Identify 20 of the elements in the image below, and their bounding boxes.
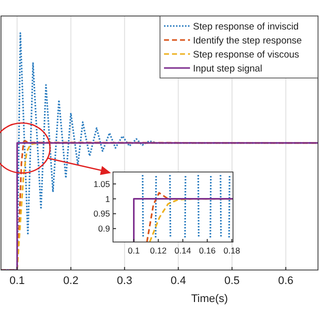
y-tick-label: 1.05 xyxy=(93,178,110,189)
x-tick-label: 0.1 xyxy=(128,246,140,256)
x-tick-label: 0.18 xyxy=(224,246,240,256)
legend-label: Identify the step response xyxy=(193,36,302,46)
x-tick-label: 0.12 xyxy=(150,246,167,256)
x-tick-label: 0.16 xyxy=(199,246,216,256)
x-tick-label: 0.4 xyxy=(170,275,186,287)
x-axis-title: Time(s) xyxy=(191,293,228,305)
x-tick-label: 0.14 xyxy=(174,246,192,256)
y-tick-label: 0.95 xyxy=(93,208,110,219)
x-tick-label: 0.5 xyxy=(224,275,240,287)
legend-label: Step response of viscous xyxy=(193,50,300,60)
x-tick-label: 0.2 xyxy=(63,275,78,287)
x-tick-label: 0.1 xyxy=(9,275,25,287)
x-tick-label: 0.6 xyxy=(278,275,294,287)
legend-label: Input step signal xyxy=(193,64,262,74)
y-tick-label: 0.9 xyxy=(98,224,110,234)
x-tick-label: 0.3 xyxy=(116,275,132,287)
y-tick-label: 1 xyxy=(105,194,110,204)
legend-label: Step response of inviscid xyxy=(193,22,299,32)
